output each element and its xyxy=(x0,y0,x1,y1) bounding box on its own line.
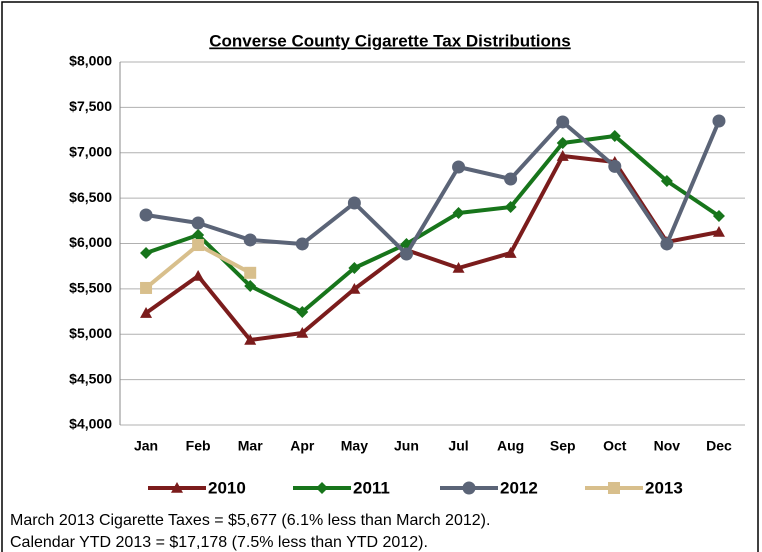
y-tick-label: $7,500 xyxy=(69,98,112,114)
data-point xyxy=(140,281,153,294)
x-tick-label: Nov xyxy=(654,438,681,454)
data-point xyxy=(140,247,153,260)
data-point xyxy=(244,333,257,345)
data-point xyxy=(295,237,309,251)
data-point xyxy=(296,306,309,319)
data-point xyxy=(191,216,205,230)
y-tick-label: $4,000 xyxy=(69,416,112,432)
data-point xyxy=(296,326,309,338)
footnote: March 2013 Cigarette Taxes = $5,677 (6.1… xyxy=(10,512,490,529)
y-tick-label: $7,000 xyxy=(69,143,112,159)
data-point xyxy=(452,207,465,220)
legend-label: 2012 xyxy=(500,478,538,497)
data-point xyxy=(452,262,465,273)
legend-marker xyxy=(462,481,476,495)
data-point xyxy=(192,228,205,241)
data-point xyxy=(192,239,205,252)
x-tick-label: Jul xyxy=(448,438,468,454)
data-point xyxy=(504,201,517,214)
data-point xyxy=(556,137,569,150)
y-tick-label: $4,500 xyxy=(69,370,112,386)
y-tick-label: $5,000 xyxy=(69,325,112,341)
x-tick-label: Oct xyxy=(603,438,627,454)
data-point xyxy=(660,174,673,187)
chart-title: Converse County Cigarette Tax Distributi… xyxy=(209,31,570,50)
data-point xyxy=(192,269,205,281)
y-tick-label: $6,500 xyxy=(69,189,112,205)
data-point xyxy=(556,115,570,129)
data-point xyxy=(556,150,569,161)
series-line xyxy=(144,154,720,342)
legend-label: 2011 xyxy=(353,478,390,497)
data-point xyxy=(608,129,621,142)
data-point xyxy=(399,247,413,261)
data-point xyxy=(712,210,725,223)
data-point xyxy=(348,282,361,294)
y-tick-label: $8,000 xyxy=(69,53,112,69)
data-point xyxy=(660,237,674,251)
x-tick-label: Aug xyxy=(497,438,524,454)
data-point xyxy=(608,159,622,173)
data-point xyxy=(140,307,153,318)
legend-marker xyxy=(608,482,620,494)
footnote: Calendar YTD 2013 = $17,178 (7.5% less t… xyxy=(10,534,428,551)
x-tick-label: Dec xyxy=(706,438,732,454)
data-point xyxy=(139,208,153,222)
x-tick-label: Jan xyxy=(134,438,158,454)
x-tick-label: Jun xyxy=(394,438,419,454)
series-line xyxy=(145,119,721,257)
y-tick-label: $5,500 xyxy=(69,280,112,296)
data-point xyxy=(504,247,517,258)
data-point xyxy=(243,233,257,247)
x-tick-label: Feb xyxy=(186,438,211,454)
data-point xyxy=(348,262,361,275)
data-point xyxy=(347,196,361,210)
data-point xyxy=(712,225,725,237)
data-point xyxy=(244,266,257,279)
series-line xyxy=(145,133,721,315)
legend-marker xyxy=(316,482,328,494)
data-point xyxy=(712,114,726,128)
legend-marker xyxy=(171,482,183,493)
x-tick-label: Sep xyxy=(550,438,576,454)
x-tick-label: Apr xyxy=(290,438,315,454)
x-tick-label: Mar xyxy=(238,438,263,454)
data-point xyxy=(452,160,466,174)
legend-label: 2013 xyxy=(645,478,683,497)
legend-label: 2010 xyxy=(208,478,246,497)
y-tick-label: $6,000 xyxy=(69,234,112,250)
x-tick-label: May xyxy=(341,438,368,454)
data-point xyxy=(504,172,518,186)
data-point xyxy=(244,279,257,292)
